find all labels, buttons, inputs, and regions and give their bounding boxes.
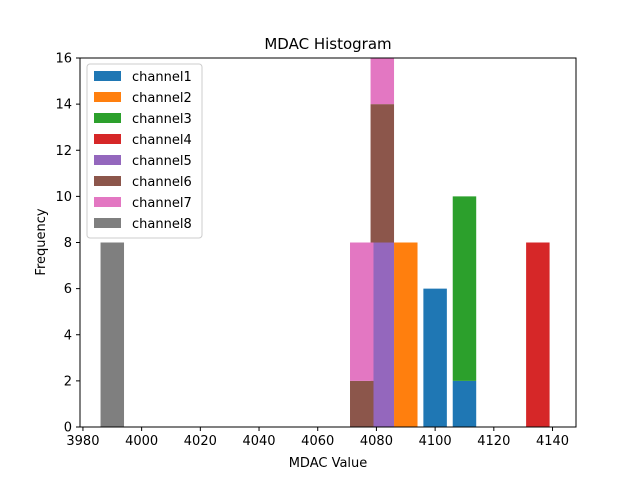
x-tick-label: 4020 xyxy=(184,434,217,449)
x-tick-label: 4060 xyxy=(301,434,334,449)
y-tick-label: 2 xyxy=(64,374,72,389)
legend-swatch-channel5 xyxy=(94,155,121,165)
bar-channel4-0 xyxy=(526,242,550,427)
legend-swatch-channel4 xyxy=(94,134,121,144)
x-tick-label: 3980 xyxy=(66,434,99,449)
x-tick-label: 4100 xyxy=(419,434,452,449)
bar-channel6-1 xyxy=(370,104,395,243)
bar-channel5-0 xyxy=(370,242,395,427)
y-tick-label: 12 xyxy=(55,144,72,159)
legend-swatch-channel3 xyxy=(94,113,121,123)
legend-box xyxy=(86,63,203,239)
x-tick-label: 4120 xyxy=(477,434,510,449)
chart-title: MDAC Histogram xyxy=(264,35,391,53)
bar-channel6-0 xyxy=(350,380,374,428)
bar-channel1-1 xyxy=(452,380,477,428)
legend-label-channel4: channel4 xyxy=(132,133,192,148)
bar-channel3-0 xyxy=(452,196,477,381)
bar-channel7-1 xyxy=(370,58,395,105)
x-tick-label: 4080 xyxy=(360,434,393,449)
legend-swatch-channel8 xyxy=(94,218,121,228)
bar-channel8-0 xyxy=(100,242,125,427)
legend-swatch-channel7 xyxy=(94,197,121,207)
legend-label-channel2: channel2 xyxy=(132,91,192,106)
legend-label-channel1: channel1 xyxy=(132,70,192,85)
y-tick-label: 8 xyxy=(64,236,72,251)
x-axis-label: MDAC Value xyxy=(289,456,368,471)
y-tick-label: 10 xyxy=(55,190,72,205)
x-tick-label: 4040 xyxy=(242,434,275,449)
x-axis-ticks: 3980 4000 4020 4040 4060 4080 4100 4120 4140 xyxy=(66,427,569,449)
plot-frame xyxy=(79,57,577,428)
legend-label-channel3: channel3 xyxy=(132,112,192,127)
legend-label-channel5: channel5 xyxy=(132,154,192,169)
legend-label-channel7: channel7 xyxy=(132,196,192,211)
bar-channel2-0 xyxy=(394,242,418,427)
legend-swatch-channel6 xyxy=(94,176,121,186)
y-tick-label: 6 xyxy=(64,282,72,297)
y-tick-label: 4 xyxy=(64,328,72,343)
legend-swatch-channel1 xyxy=(94,71,121,81)
bar-channel7-0 xyxy=(350,242,374,381)
x-tick-label: 4000 xyxy=(125,434,158,449)
legend-swatch-channel2 xyxy=(94,92,121,102)
bar-channel1-0 xyxy=(423,288,447,428)
legend-label-channel6: channel6 xyxy=(132,175,192,190)
y-tick-label: 16 xyxy=(55,52,72,67)
legend-label-channel8: channel8 xyxy=(132,217,192,232)
legend: channel1 channel2 channel3 channel4 channel5… xyxy=(86,63,203,239)
y-axis-label: Frequency xyxy=(34,208,49,275)
y-axis-ticks: 0 2 4 6 8 10 12 14 16 xyxy=(55,52,80,436)
y-tick-label: 0 xyxy=(64,421,72,436)
y-tick-label: 14 xyxy=(55,98,72,113)
x-tick-label: 4140 xyxy=(536,434,569,449)
bars-layer xyxy=(100,58,550,428)
